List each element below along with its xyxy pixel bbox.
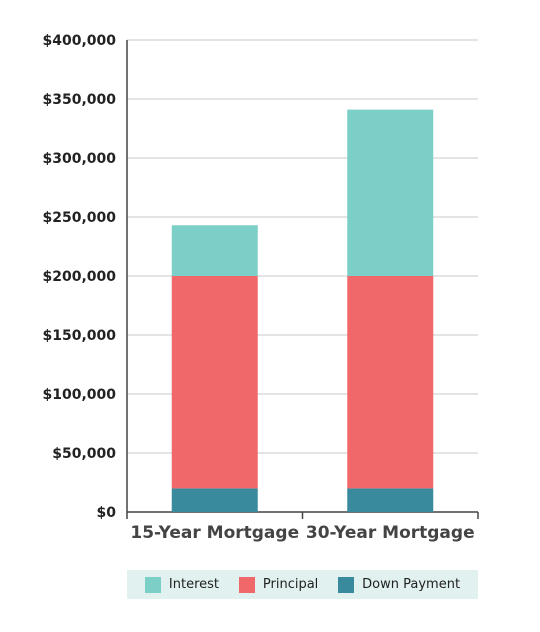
bar-principal <box>171 276 258 489</box>
y-tick-label: $350,000 <box>42 92 116 108</box>
legend-swatch <box>238 576 255 593</box>
bar-interest <box>171 225 258 276</box>
legend-swatch <box>144 576 161 593</box>
y-tick-label: $150,000 <box>42 328 116 344</box>
legend-item: Interest <box>144 576 220 593</box>
legend-item: Down Payment <box>338 576 461 593</box>
y-tick-label: $0 <box>97 505 117 521</box>
y-tick-label: $300,000 <box>42 151 116 167</box>
y-tick-label: $100,000 <box>42 387 116 403</box>
x-category-label: 15-Year Mortgage <box>130 523 299 543</box>
legend: Interest Principal Down Payment <box>127 570 478 599</box>
x-category-label: 30-Year Mortgage <box>306 523 475 543</box>
legend-label: Interest <box>168 577 220 592</box>
y-tick-label: $50,000 <box>52 446 116 462</box>
bar-principal <box>347 276 434 489</box>
y-tick-label: $250,000 <box>42 210 116 226</box>
legend-label: Down Payment <box>362 577 461 592</box>
legend-label: Principal <box>262 577 319 592</box>
bar-down-payment <box>347 488 434 512</box>
y-tick-label: $400,000 <box>42 33 116 49</box>
bar-interest <box>347 109 434 277</box>
legend-item: Principal <box>238 576 319 593</box>
legend-swatch <box>338 576 355 593</box>
y-tick-label: $200,000 <box>42 269 116 285</box>
bar-down-payment <box>171 488 258 512</box>
